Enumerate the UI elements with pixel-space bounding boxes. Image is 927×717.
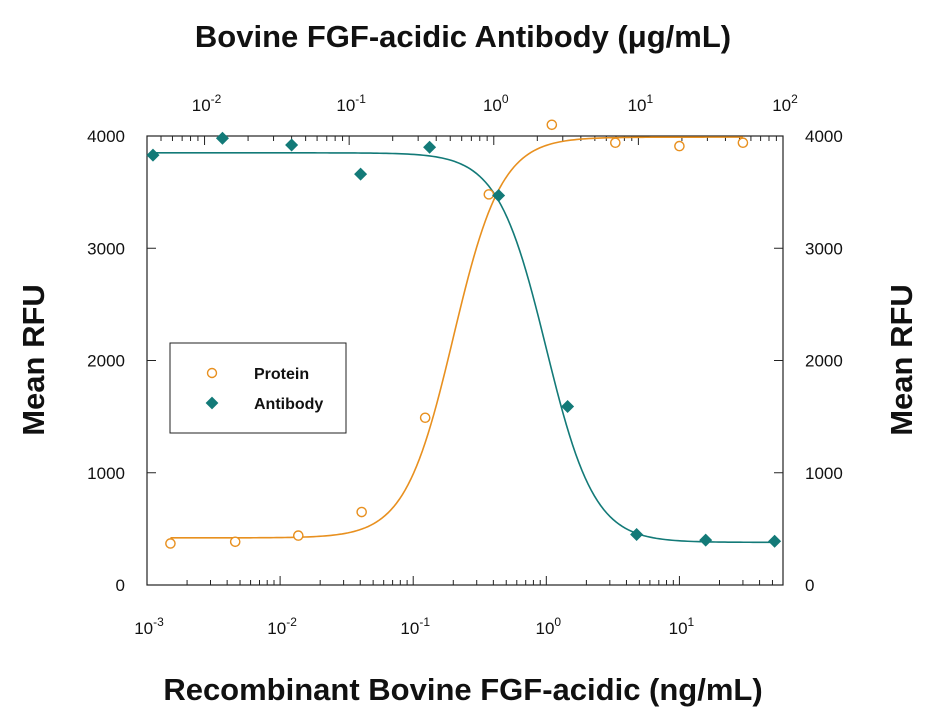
y-left-tick-label: 2000 bbox=[87, 352, 125, 371]
left-axis-title: Mean RFU bbox=[16, 284, 51, 436]
antibody-fit-curve bbox=[152, 152, 775, 544]
data-points bbox=[146, 119, 782, 549]
x2-tick-label: 10-2 bbox=[192, 92, 222, 115]
protein-point bbox=[356, 506, 367, 518]
x-tick-label: 10-1 bbox=[400, 615, 430, 638]
antibody-point bbox=[561, 400, 575, 414]
fit-curves bbox=[152, 136, 775, 544]
y-right-tick-label: 3000 bbox=[805, 239, 843, 258]
x-tick-label: 10-3 bbox=[134, 615, 164, 638]
axis-tick-labels: 10-3 10-2 10-1 100 101 10-2 10-1 100 101 102 0 1000… bbox=[87, 92, 843, 638]
antibody-point bbox=[423, 140, 437, 154]
y-right-tick-label: 0 bbox=[805, 576, 814, 595]
protein-point bbox=[229, 536, 241, 548]
x2-tick-label: 100 bbox=[483, 92, 509, 115]
antibody-point bbox=[630, 527, 644, 541]
bottom-axis-title: Recombinant Bovine FGF-acidic (ng/mL) bbox=[163, 672, 762, 707]
y-left-tick-label: 3000 bbox=[87, 239, 125, 258]
y-left-tick-label: 0 bbox=[116, 576, 125, 595]
antibody-point bbox=[354, 167, 368, 181]
y-right-tick-label: 1000 bbox=[805, 464, 843, 483]
protein-point bbox=[419, 412, 431, 424]
legend-antibody-label: Antibody bbox=[254, 396, 323, 413]
y-left-tick-label: 4000 bbox=[87, 127, 125, 146]
legend-protein-label: Protein bbox=[254, 366, 309, 383]
legend-antibody-marker bbox=[205, 396, 219, 410]
protein-point bbox=[610, 137, 621, 149]
right-axis-title: Mean RFU bbox=[884, 284, 919, 436]
protein-point bbox=[737, 137, 749, 149]
antibody-point bbox=[768, 534, 782, 548]
y-right-tick-label: 4000 bbox=[805, 127, 843, 146]
x2-tick-label: 101 bbox=[628, 92, 654, 115]
legend: Protein Antibody bbox=[169, 342, 347, 434]
protein-point bbox=[483, 189, 495, 200]
x2-tick-label: 102 bbox=[772, 92, 798, 115]
antibody-point bbox=[215, 131, 229, 145]
legend-protein-marker bbox=[206, 367, 218, 379]
x-tick-label: 100 bbox=[536, 615, 562, 638]
protein-point bbox=[674, 140, 685, 152]
protein-point bbox=[293, 530, 304, 541]
protein-point bbox=[165, 538, 176, 549]
antibody-point bbox=[146, 148, 160, 162]
y-right-tick-label: 2000 bbox=[805, 352, 843, 371]
protein-point bbox=[546, 119, 558, 131]
top-axis-title: Bovine FGF-acidic Antibody (μg/mL) bbox=[195, 19, 731, 54]
antibody-point bbox=[285, 138, 299, 152]
antibody-point bbox=[492, 188, 506, 202]
legend-box bbox=[169, 342, 347, 434]
x2-tick-label: 10-1 bbox=[336, 92, 366, 115]
protein-fit-curve bbox=[170, 136, 743, 539]
x-tick-label: 10-2 bbox=[267, 615, 297, 638]
x-tick-label: 101 bbox=[669, 615, 695, 638]
antibody-point bbox=[699, 533, 713, 547]
y-left-tick-label: 1000 bbox=[87, 464, 125, 483]
